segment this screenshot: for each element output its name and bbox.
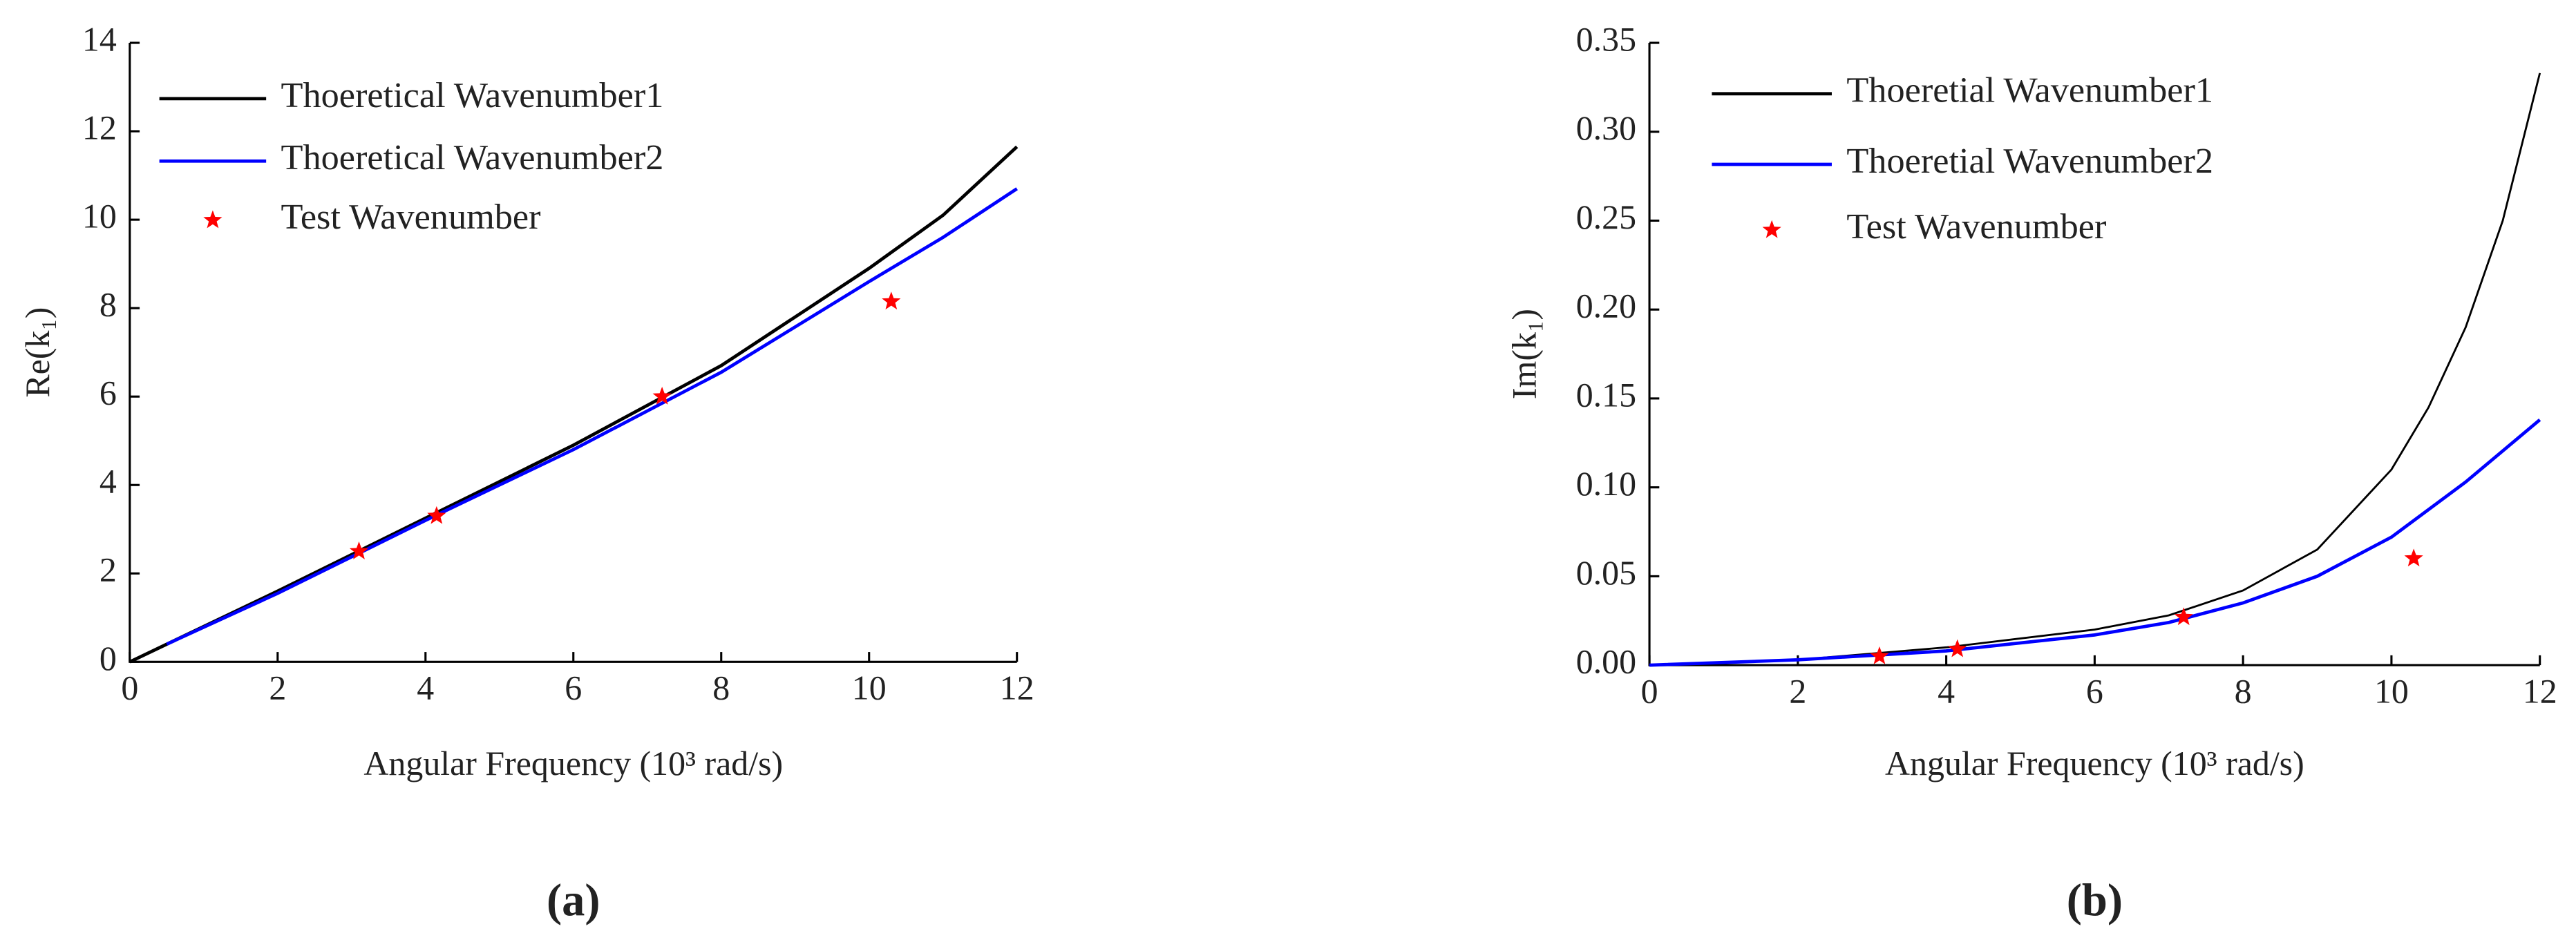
series-line (1649, 419, 2541, 667)
y-tick-label: 6 (100, 374, 117, 412)
y-tick-label: 0.25 (1576, 198, 1636, 236)
x-tick-label: 8 (712, 669, 730, 707)
y-tick-label: 0 (100, 640, 117, 678)
subplot: 0 2 4 6 8 10 12 0.00 0.05 0.10 0.15 0.20 0.25 0.30 0.3… (1506, 20, 2557, 925)
panel-label: (b) (2067, 876, 2123, 926)
legend-marker (1762, 220, 1781, 238)
x-axis-label: Angular Frequency (10³ rad/s) (363, 745, 783, 782)
y-tick-label: 0.15 (1576, 376, 1636, 414)
legend-label: Thoeretical Wavenumber2 (281, 137, 664, 177)
x-tick-label: 10 (852, 669, 887, 707)
test-point (2174, 607, 2193, 626)
y-tick-label: 0.00 (1576, 643, 1636, 681)
test-point (349, 541, 369, 559)
legend-label: Thoeretial Wavenumber1 (1846, 70, 2213, 111)
x-tick-label: 12 (2523, 672, 2557, 710)
test-point (1948, 639, 1967, 657)
legend-marker (203, 210, 222, 229)
series-line (166, 187, 1019, 646)
series-line (1649, 73, 2541, 666)
x-tick-label: 2 (1789, 672, 1806, 710)
test-point (652, 386, 672, 405)
y-tick-label: 0.10 (1576, 465, 1636, 503)
y-tick-label: 0.05 (1576, 554, 1636, 592)
series-line (129, 145, 1019, 664)
y-tick-label: 2 (100, 551, 117, 589)
legend-label: Thoeretial Wavenumber2 (1846, 141, 2213, 181)
y-axis-label: Re(k₁) (19, 307, 57, 398)
x-tick-label: 12 (1000, 669, 1034, 707)
axis-line (129, 43, 1017, 663)
x-tick-label: 8 (2235, 672, 2252, 710)
subplot: 0 2 4 6 8 10 12 0 2 4 6 8 10 12 14 Angular Frequency (1… (19, 20, 1034, 925)
axis-line (1648, 43, 2540, 666)
y-tick-label: 8 (100, 286, 117, 324)
x-tick-label: 0 (121, 669, 138, 707)
test-point (427, 506, 446, 524)
x-tick-label: 10 (2374, 672, 2409, 710)
x-tick-label: 2 (269, 669, 286, 707)
panel-label: (a) (547, 876, 600, 926)
y-axis-label: Im(k₁) (1506, 309, 1544, 399)
y-tick-label: 12 (82, 109, 117, 147)
test-point (2404, 548, 2423, 567)
y-tick-label: 0.30 (1576, 109, 1636, 147)
x-tick-label: 0 (1641, 672, 1658, 710)
legend-label: Thoeretical Wavenumber1 (281, 75, 664, 115)
x-tick-label: 6 (565, 669, 582, 707)
y-tick-label: 10 (82, 198, 117, 236)
legend-label: Test Wavenumber (281, 197, 541, 237)
legend-label: Test Wavenumber (1846, 206, 2106, 247)
x-tick-label: 6 (2086, 672, 2103, 710)
test-point (1870, 646, 1889, 664)
x-tick-label: 4 (1938, 672, 1955, 710)
x-tick-label: 4 (417, 669, 434, 707)
x-axis-label: Angular Frequency (10³ rad/s) (1885, 745, 2304, 782)
y-tick-label: 14 (82, 20, 117, 58)
y-tick-label: 0.35 (1576, 20, 1636, 58)
test-point (882, 291, 901, 310)
y-tick-label: 4 (100, 463, 117, 501)
y-tick-label: 0.20 (1576, 287, 1636, 325)
